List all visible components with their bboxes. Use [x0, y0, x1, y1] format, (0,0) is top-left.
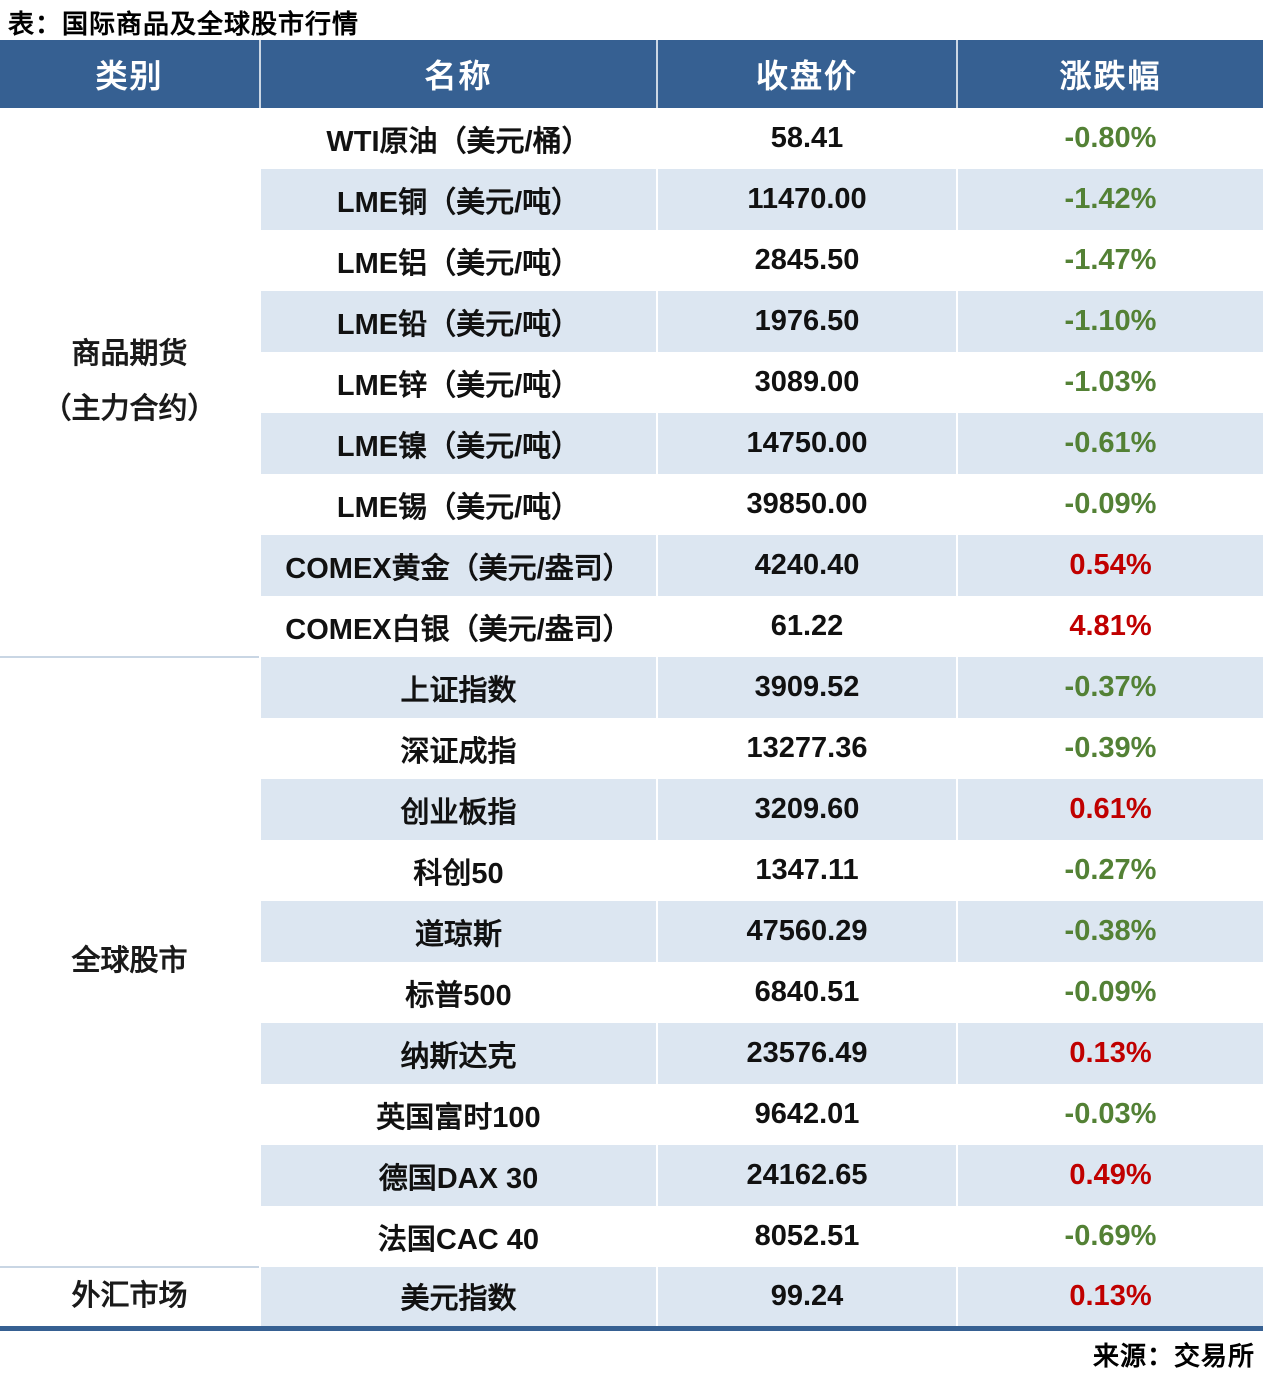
- table-row: 外汇市场 美元指数 99.24 0.13%: [0, 1266, 1263, 1328]
- change-percent-cell: -0.38%: [956, 901, 1263, 962]
- name-cell: 法国CAC 40: [259, 1206, 657, 1267]
- name-cell: LME铜（美元/吨）: [259, 169, 657, 230]
- name-cell: 德国DAX 30: [259, 1145, 657, 1206]
- name-cell: 美元指数: [259, 1267, 657, 1328]
- table-row: LME锌（美元/吨） 3089.00 -1.03%: [0, 352, 1263, 413]
- change-percent-cell: -1.42%: [956, 169, 1263, 230]
- close-price-cell: 24162.65: [656, 1145, 957, 1206]
- change-percent-cell: -0.37%: [956, 657, 1263, 718]
- table-row: 纳斯达克 23576.49 0.13%: [0, 1023, 1263, 1084]
- name-cell: WTI原油（美元/桶）: [259, 108, 657, 169]
- table-row: LME镍（美元/吨） 14750.00 -0.61%: [0, 413, 1263, 474]
- change-percent-cell: -0.39%: [956, 718, 1263, 779]
- name-cell: 纳斯达克: [259, 1023, 657, 1084]
- name-cell: 道琼斯: [259, 901, 657, 962]
- change-percent-cell: -0.03%: [956, 1084, 1263, 1145]
- page-title: 表：国际商品及全球股市行情: [8, 9, 360, 39]
- close-price-cell: 11470.00: [656, 169, 957, 230]
- table-row: 法国CAC 40 8052.51 -0.69%: [0, 1206, 1263, 1267]
- table-row: 商品期货 （主力合约） WTI原油（美元/桶） 58.41 -0.80%: [0, 108, 1263, 657]
- close-price-cell: 3089.00: [656, 352, 957, 413]
- close-price-cell: 3209.60: [656, 779, 957, 840]
- close-price-cell: 1976.50: [656, 291, 957, 352]
- name-cell: LME锌（美元/吨）: [259, 352, 657, 413]
- close-price-cell: 2845.50: [656, 230, 957, 291]
- source-note: 来源：交易所: [1092, 1340, 1255, 1371]
- table-row: 德国DAX 30 24162.65 0.49%: [0, 1145, 1263, 1206]
- change-percent-cell: 0.54%: [956, 535, 1263, 596]
- table-row: COMEX白银（美元/盎司） 61.22 4.81%: [0, 596, 1263, 657]
- table-header: 类别 名称 收盘价 涨跌幅: [0, 40, 1263, 108]
- name-cell: 科创50: [259, 840, 657, 901]
- close-price-cell: 13277.36: [656, 718, 957, 779]
- change-percent-cell: -0.69%: [956, 1206, 1263, 1267]
- change-percent-cell: 4.81%: [956, 596, 1263, 657]
- header-close: 收盘价: [656, 40, 957, 108]
- name-cell: LME铅（美元/吨）: [259, 291, 657, 352]
- close-price-cell: 1347.11: [656, 840, 957, 901]
- close-price-cell: 58.41: [656, 108, 957, 169]
- header-change: 涨跌幅: [956, 40, 1263, 108]
- category-cell: 商品期货 （主力合约）: [0, 108, 260, 657]
- change-percent-cell: -0.80%: [956, 108, 1263, 169]
- change-percent-cell: 0.61%: [956, 779, 1263, 840]
- close-price-cell: 4240.40: [656, 535, 957, 596]
- change-percent-cell: 0.49%: [956, 1145, 1263, 1206]
- close-price-cell: 61.22: [656, 596, 957, 657]
- category-line: 全球股市: [71, 945, 188, 978]
- change-percent-cell: -1.03%: [956, 352, 1263, 413]
- name-cell: LME锡（美元/吨）: [259, 474, 657, 535]
- name-cell: 标普500: [259, 962, 657, 1023]
- category-cell: 外汇市场: [0, 1266, 260, 1328]
- header-category: 类别: [0, 40, 260, 108]
- close-price-cell: 14750.00: [656, 413, 957, 474]
- change-percent-cell: 0.13%: [956, 1267, 1263, 1328]
- table-row: 标普500 6840.51 -0.09%: [0, 962, 1263, 1023]
- name-cell: LME镍（美元/吨）: [259, 413, 657, 474]
- category-cell: 全球股市: [0, 656, 260, 1267]
- name-cell: 深证成指: [259, 718, 657, 779]
- change-percent-cell: 0.13%: [956, 1023, 1263, 1084]
- name-cell: COMEX黄金（美元/盎司）: [259, 535, 657, 596]
- name-cell: LME铝（美元/吨）: [259, 230, 657, 291]
- table-row: LME锡（美元/吨） 39850.00 -0.09%: [0, 474, 1263, 535]
- close-price-cell: 39850.00: [656, 474, 957, 535]
- table-body: 商品期货 （主力合约） WTI原油（美元/桶） 58.41 -0.80% LME铜（美元/…: [0, 108, 1263, 1328]
- table-row: 创业板指 3209.60 0.61%: [0, 779, 1263, 840]
- table-row: 道琼斯 47560.29 -0.38%: [0, 901, 1263, 962]
- close-price-cell: 3909.52: [656, 657, 957, 718]
- change-percent-cell: -0.27%: [956, 840, 1263, 901]
- header-row: 类别 名称 收盘价 涨跌幅: [0, 40, 1263, 108]
- change-percent-cell: -0.61%: [956, 413, 1263, 474]
- category-line: 外汇市场: [71, 1280, 188, 1313]
- table-row: LME铝（美元/吨） 2845.50 -1.47%: [0, 230, 1263, 291]
- table-row: COMEX黄金（美元/盎司） 4240.40 0.54%: [0, 535, 1263, 596]
- table-row: 全球股市 上证指数 3909.52 -0.37%: [0, 656, 1263, 1267]
- change-percent-cell: -0.09%: [956, 962, 1263, 1023]
- name-cell: 创业板指: [259, 779, 657, 840]
- name-cell: 上证指数: [259, 657, 657, 718]
- close-price-cell: 9642.01: [656, 1084, 957, 1145]
- table-row: 科创50 1347.11 -0.27%: [0, 840, 1263, 901]
- close-price-cell: 23576.49: [656, 1023, 957, 1084]
- change-percent-cell: -1.47%: [956, 230, 1263, 291]
- name-cell: 英国富时100: [259, 1084, 657, 1145]
- close-price-cell: 99.24: [656, 1267, 957, 1328]
- close-price-cell: 47560.29: [656, 901, 957, 962]
- table-row: 英国富时100 9642.01 -0.03%: [0, 1084, 1263, 1145]
- table-row: LME铜（美元/吨） 11470.00 -1.42%: [0, 169, 1263, 230]
- close-price-cell: 8052.51: [656, 1206, 957, 1267]
- category-line: 商品期货: [71, 337, 188, 370]
- category-line: （主力合约）: [42, 393, 217, 425]
- name-cell: COMEX白银（美元/盎司）: [259, 596, 657, 657]
- close-price-cell: 6840.51: [656, 962, 957, 1023]
- table-row: 深证成指 13277.36 -0.39%: [0, 718, 1263, 779]
- quote-table: 类别 名称 收盘价 涨跌幅 商品期货 （主力合约） WTI原油（美元/桶） 58.41…: [0, 40, 1263, 1331]
- change-percent-cell: -1.10%: [956, 291, 1263, 352]
- table-row: LME铅（美元/吨） 1976.50 -1.10%: [0, 291, 1263, 352]
- change-percent-cell: -0.09%: [956, 474, 1263, 535]
- header-name: 名称: [259, 40, 657, 108]
